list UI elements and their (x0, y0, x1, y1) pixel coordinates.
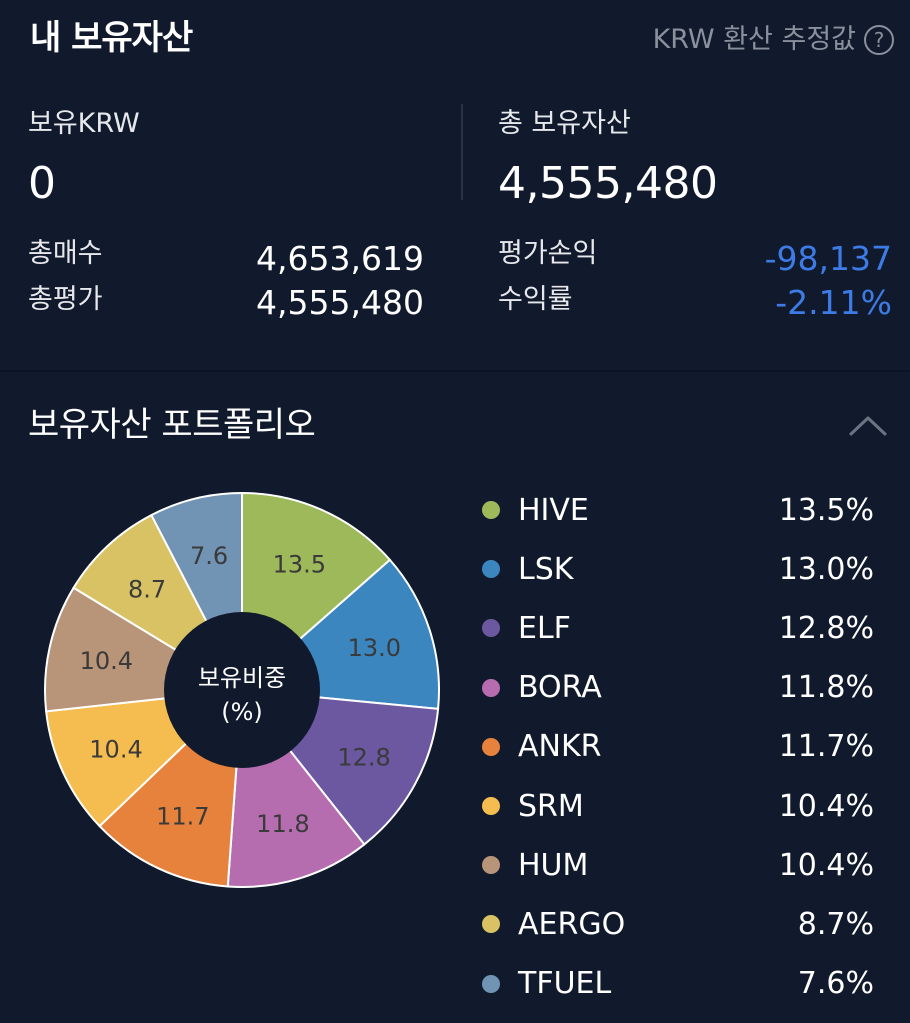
legend-asset-name: ELF (518, 610, 571, 646)
legend-item-hive: HIVE 13.5% (482, 488, 874, 532)
total-eval-value: 4,555,480 (256, 283, 424, 322)
legend-item-hum: HUM 10.4% (482, 843, 874, 887)
legend-color-dot (482, 501, 500, 519)
legend-asset-percent: 13.5% (778, 492, 874, 528)
legend-color-dot (482, 560, 500, 579)
legend-item-ankr: ANKR 11.7% (482, 725, 874, 769)
legend-color-dot (482, 678, 500, 697)
legend-asset-percent: 11.7% (778, 729, 874, 765)
page-title: 내 보유자산 (30, 18, 193, 58)
legend-asset-name: ANKR (518, 729, 602, 765)
legend-asset-percent: 13.0% (778, 551, 874, 587)
krw-estimate-note[interactable]: KRW 환산 추정값 ? (653, 20, 894, 60)
return-rate-label: 수익률 (498, 284, 573, 315)
pnl-label: 평가손익 (498, 238, 598, 269)
krw-balance-label: 보유KRW (28, 108, 140, 139)
legend-color-dot (482, 619, 500, 638)
donut-hole (164, 612, 320, 768)
donut-slice-label-ankr: 11.7 (156, 803, 209, 831)
donut-slice-label-srm: 10.4 (89, 736, 142, 764)
legend-asset-name: HIVE (518, 492, 589, 528)
donut-slice-label-tfuel: 7.6 (190, 542, 228, 570)
donut-slice-label-bora: 11.8 (256, 810, 309, 838)
section-divider (0, 370, 910, 372)
total-assets-value: 4,555,480 (498, 158, 718, 209)
donut-slice-label-hum: 10.4 (80, 647, 133, 675)
legend-asset-name: AERGO (518, 906, 626, 942)
donut-slice-label-elf: 12.8 (337, 743, 390, 771)
legend-item-srm: SRM 10.4% (482, 784, 874, 828)
krw-estimate-label: KRW 환산 추정값 (652, 24, 856, 55)
legend-asset-percent: 10.4% (778, 788, 874, 824)
total-assets-label: 총 보유자산 (498, 108, 631, 139)
legend-color-dot (482, 974, 500, 993)
total-buy-value: 4,653,619 (256, 239, 424, 278)
legend-asset-percent: 12.8% (778, 610, 874, 646)
legend-item-bora: BORA 11.8% (482, 666, 874, 710)
donut-slice-label-hive: 13.5 (273, 550, 326, 578)
pnl-value: -98,137 (764, 239, 892, 278)
help-icon[interactable]: ? (864, 25, 894, 55)
donut-slice-label-lsk: 13.0 (348, 634, 401, 662)
legend-color-dot (482, 737, 500, 756)
total-buy-label: 총매수 (28, 238, 103, 269)
donut-center-unit: (%) (221, 698, 263, 726)
chevron-up-icon[interactable] (848, 410, 888, 440)
legend-color-dot (482, 915, 500, 934)
krw-balance-value: 0 (28, 158, 56, 209)
summary-divider (461, 104, 463, 200)
legend-color-dot (482, 797, 500, 815)
legend-asset-percent: 11.8% (778, 670, 874, 706)
legend-asset-name: TFUEL (518, 966, 612, 1002)
donut-slice-label-aergo: 8.7 (128, 575, 166, 603)
portfolio-donut-chart: 13.513.012.811.811.710.410.48.77.6 보유비중 … (44, 491, 440, 888)
legend-asset-name: SRM (518, 788, 584, 824)
legend-item-tfuel: TFUEL 7.6% (482, 962, 874, 1006)
legend-item-lsk: LSK 13.0% (482, 547, 874, 591)
legend-asset-name: HUM (518, 847, 589, 883)
legend-item-elf: ELF 12.8% (482, 606, 874, 650)
legend-color-dot (482, 856, 500, 875)
legend-asset-name: LSK (518, 551, 574, 587)
portfolio-title: 보유자산 포트폴리오 (28, 405, 316, 445)
legend-asset-name: BORA (518, 670, 602, 706)
legend-asset-percent: 7.6% (797, 966, 874, 1002)
donut-center-label: 보유비중 (198, 664, 286, 692)
return-rate-value: -2.11% (775, 283, 892, 322)
legend-asset-percent: 8.7% (797, 906, 874, 942)
total-eval-label: 총평가 (28, 284, 103, 315)
legend-asset-percent: 10.4% (778, 847, 874, 883)
legend-item-aergo: AERGO 8.7% (482, 902, 874, 946)
